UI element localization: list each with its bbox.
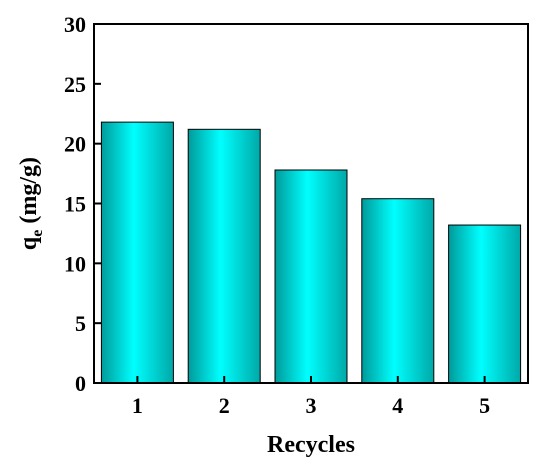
y-axis-label-main: q xyxy=(16,236,42,250)
bar-recycle-3 xyxy=(274,169,348,384)
x-tick-label: 2 xyxy=(219,393,230,418)
y-tick-label: 10 xyxy=(64,251,86,276)
x-axis: 1 2 3 4 5 xyxy=(132,376,490,418)
y-tick-label: 20 xyxy=(64,132,86,157)
y-axis: 0 5 10 15 20 25 30 xyxy=(64,12,101,396)
y-tick-label: 15 xyxy=(64,192,86,217)
x-tick-label: 5 xyxy=(479,393,490,418)
bar-recycle-1 xyxy=(100,121,174,384)
bar-recycle-2 xyxy=(187,128,261,384)
x-tick-label: 3 xyxy=(306,393,317,418)
bar-recycle-4 xyxy=(361,198,435,384)
y-tick-label: 30 xyxy=(64,12,86,37)
y-tick-label: 25 xyxy=(64,72,86,97)
x-tick-label: 1 xyxy=(132,393,143,418)
bar-recycle-5 xyxy=(448,224,522,384)
x-axis-label: Recycles xyxy=(267,432,355,458)
x-tick-label: 4 xyxy=(392,393,403,418)
y-tick-label: 0 xyxy=(75,371,86,396)
y-axis-label: qe (mg/g) xyxy=(16,157,46,250)
y-axis-label-unit: (mg/g) xyxy=(16,157,42,230)
y-axis-label-subscript: e xyxy=(29,230,46,237)
bars-group xyxy=(100,121,522,384)
y-tick-label: 5 xyxy=(75,311,86,336)
